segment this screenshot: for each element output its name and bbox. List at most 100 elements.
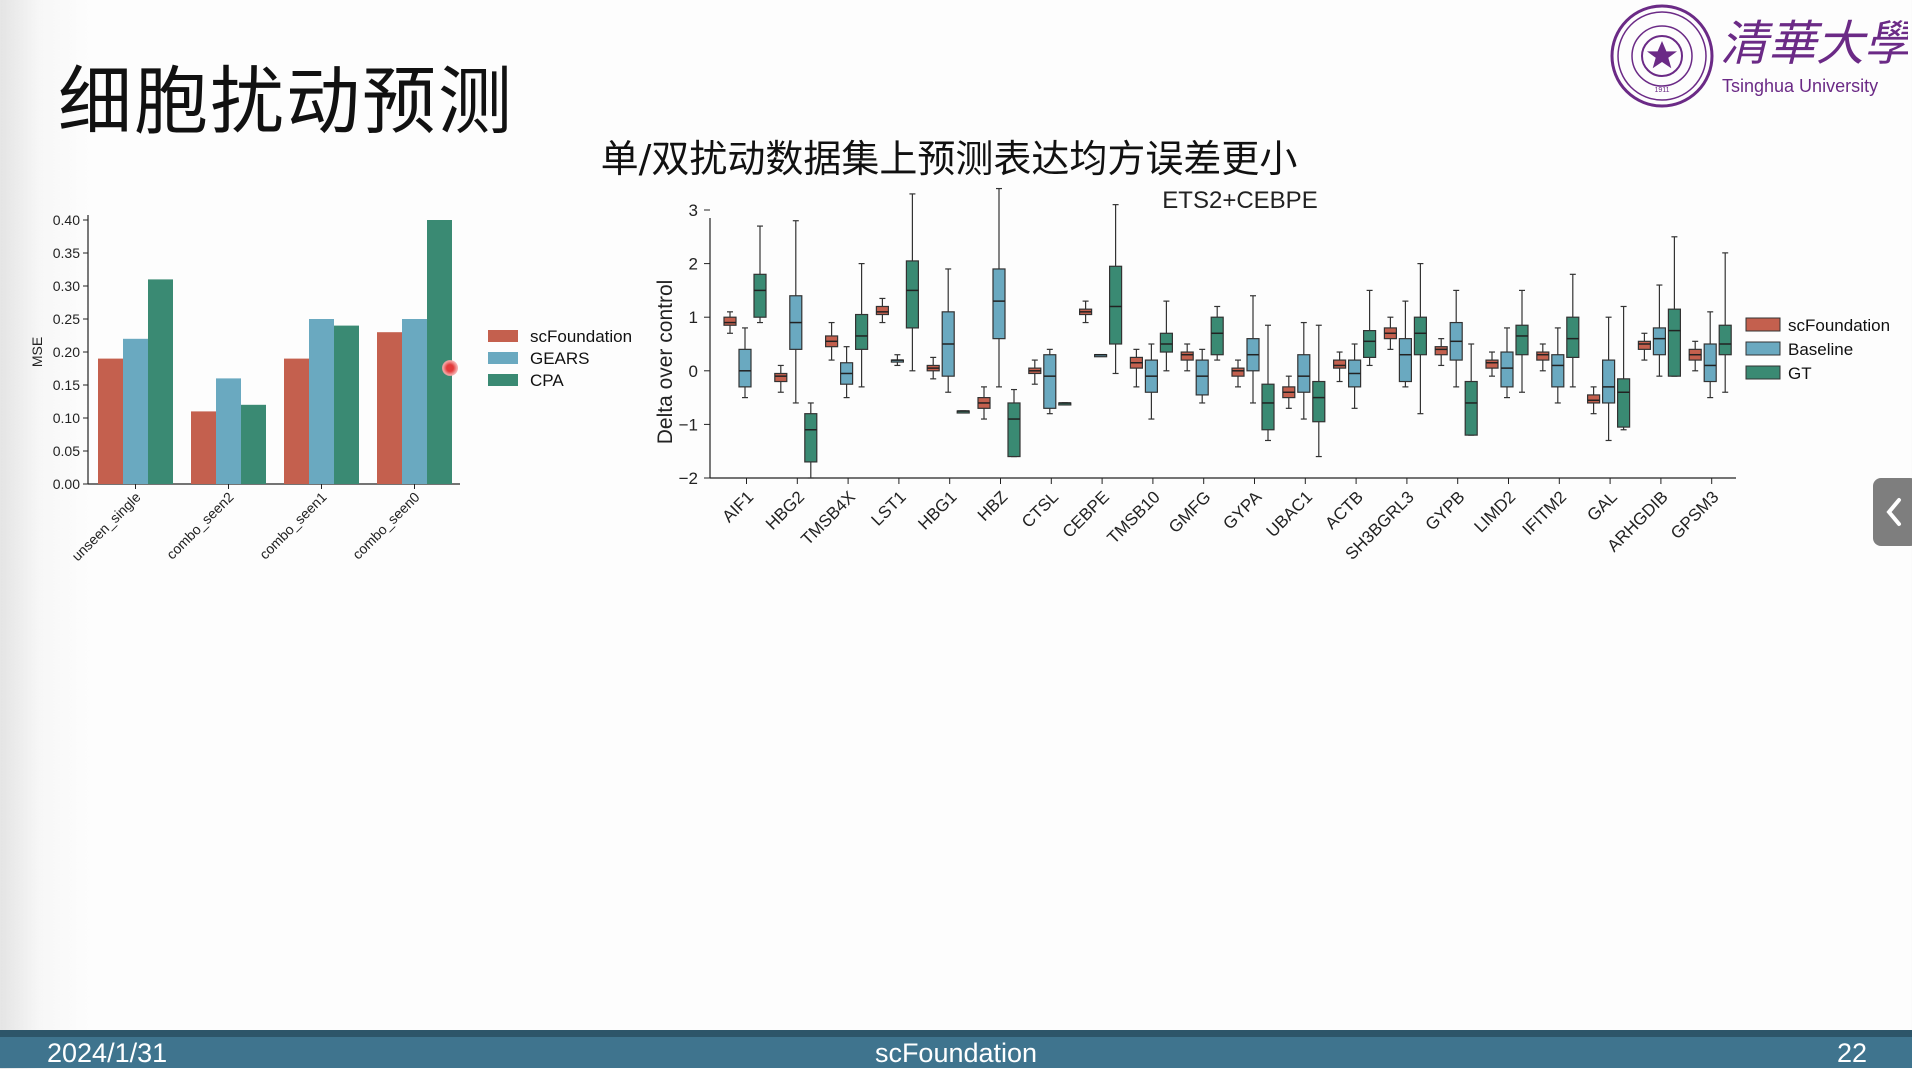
box-gt [1312,324,1326,458]
x-tick-label: HBG1 [914,487,960,533]
bar-scfoundation [98,358,123,484]
iqr-box [1261,383,1275,431]
box-baseline [1652,284,1667,377]
x-tick-label: unseen_single [68,489,143,564]
iqr-box [1667,308,1682,377]
box-baseline [1500,327,1514,399]
y-tick-label: 0.35 [53,245,80,261]
iqr-box [855,313,869,350]
iqr-box [1718,324,1732,356]
x-tick-label: ACTB [1321,487,1366,532]
box-scfoundation [1536,343,1550,372]
x-tick-label: combo_seen2 [163,489,237,563]
legend-swatch [488,374,518,386]
x-tick-label: HBG2 [762,487,808,533]
y-tick-label: 0.10 [53,410,80,426]
logo-name-cn: 清華大學 [1720,18,1908,71]
x-tick-label: GAL [1583,487,1620,524]
footer-date: 2024/1/31 [47,1038,168,1068]
y-tick-label: 0.40 [53,212,80,228]
y-tick-label: 0.30 [53,278,80,294]
box-scfoundation [1586,386,1601,415]
box-baseline [992,187,1006,388]
box-baseline [941,268,955,393]
x-tick-label: LST1 [868,487,910,529]
iqr-box [1551,354,1565,388]
iqr-box [1332,359,1347,369]
iqr-box [1566,316,1580,358]
slide-footer: 2024/1/31 scFoundation 22 [0,1030,1912,1068]
x-tick-label: IFITM2 [1519,487,1571,539]
collapse-panel-tab[interactable] [1873,478,1912,546]
box-scfoundation [774,364,788,393]
delta-box-chart: ETS2+CEBPE −2 −1 0 1 2 3 Delta over control AIF1… [654,187,1890,564]
x-tick-label: AIF1 [719,487,758,526]
box-scfoundation [1028,359,1042,385]
footer-title: scFoundation [874,1038,1038,1068]
box-gt [1667,236,1682,377]
y-tick-label: 0 [689,362,698,381]
iqr-box [1703,343,1717,383]
box-scfoundation [926,356,940,380]
y-axis-label: MSE [29,337,45,367]
box-gt [1261,324,1275,442]
box-baseline [1449,289,1463,388]
box-gt [1007,388,1021,458]
iqr-box [1362,330,1377,359]
iqr-box [1601,359,1616,404]
x-tick-label: GYPB [1422,487,1469,534]
y-tick-label: 0.05 [53,443,80,459]
box-baseline [1347,343,1362,409]
x-tick-label: GMFG [1165,487,1214,536]
mse-bar-chart: 0.00 0.05 0.10 0.15 0.20 0.25 0.30 0.35 0.40 MSE u… [29,212,632,564]
box-scfoundation [1434,338,1448,367]
box-gt [905,193,919,372]
box-baseline [1195,348,1209,404]
iqr-box [1195,359,1209,396]
x-tick-label: UBAC1 [1263,487,1317,541]
x-tick-label: GYPA [1219,487,1265,533]
box-baseline [789,220,803,404]
box-scfoundation [1383,316,1398,350]
chart-title: ETS2+CEBPE [1162,187,1317,214]
box-baseline [1601,316,1616,442]
legend-label: Baseline [1788,340,1853,359]
box-baseline [1094,353,1108,358]
box-gt [1718,252,1732,393]
slide-subtitle: 单/双扰动数据集上预测表达均方误差更小 [600,137,1298,181]
legend-swatch [488,352,518,364]
iqr-box [1210,316,1224,356]
iqr-box [1180,351,1194,361]
y-tick-label: 0.15 [53,377,80,393]
x-tick-label: CTSL [1018,487,1062,531]
box-baseline [890,354,904,367]
x-tick-label: GPSM3 [1667,487,1723,543]
box-gt [1362,289,1377,367]
iqr-box [1159,332,1174,353]
legend-swatch [1745,365,1781,380]
box-scfoundation [1688,340,1702,372]
x-tick-label: TMSB4X [797,487,859,549]
iqr-box [1637,340,1652,350]
box-baseline [1297,321,1311,420]
iqr-box [774,372,788,383]
slide-title: 细胞扰动预测 [58,59,514,145]
iqr-box [1043,354,1057,409]
x-tick-label: combo_seen1 [256,489,330,563]
box-gt [1515,289,1529,393]
iqr-box [738,348,752,388]
laser-pointer-dot [442,360,458,376]
iqr-box [723,316,737,326]
box-scfoundation [723,311,737,334]
iqr-box [992,268,1006,340]
box-baseline [1551,327,1565,404]
x-tick-label: TMSB10 [1104,487,1164,547]
chevron-left-icon [1886,498,1901,526]
legend-label: CPA [530,371,564,390]
legend-label: scFoundation [1788,316,1890,335]
page-number: 22 [1836,1038,1867,1068]
iqr-box [753,273,767,318]
y-tick-label: 3 [689,201,698,220]
bar-gears [123,338,148,484]
x-tick-label: combo_seen0 [349,489,423,563]
